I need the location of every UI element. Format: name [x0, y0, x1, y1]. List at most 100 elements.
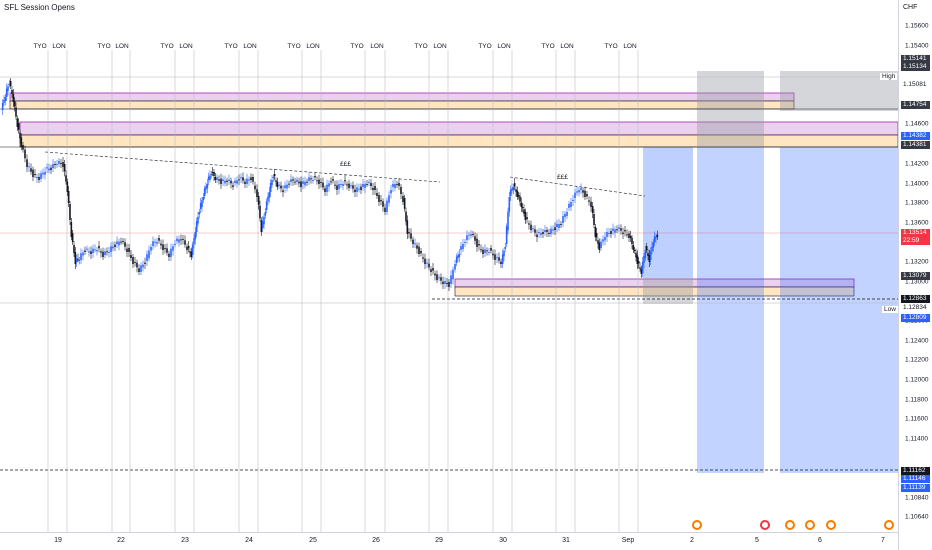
candle-body: [16, 118, 19, 127]
candle-body: [263, 216, 265, 225]
candle-body: [406, 220, 409, 234]
candle-body: [259, 205, 261, 219]
candle-body: [422, 257, 424, 259]
candle-body: [63, 164, 66, 172]
candle-body: [66, 181, 69, 192]
economic-event-icon[interactable]: [692, 520, 702, 530]
candle-body: [508, 197, 511, 212]
candle-body: [268, 192, 271, 198]
candle-body: [98, 246, 100, 249]
candle-body: [462, 244, 464, 249]
candle-body: [548, 233, 550, 234]
candle-body: [576, 191, 578, 193]
candle-body: [146, 254, 148, 261]
supply-zone-upper: [9, 92, 795, 102]
candle-body: [558, 224, 560, 228]
candle-body: [184, 240, 186, 245]
price-tick: 1.10640: [905, 513, 929, 521]
candle-body: [267, 196, 269, 202]
candle-body: [334, 184, 336, 186]
candle-body: [187, 246, 190, 249]
candle-body: [286, 184, 288, 189]
session-label-tyo: TYO: [287, 43, 301, 50]
candle-body: [356, 187, 358, 192]
candle-body: [520, 202, 523, 207]
candle-body: [160, 243, 162, 246]
candle-body: [90, 251, 92, 254]
supply-zone-middle: [19, 121, 898, 136]
candle-body: [614, 229, 616, 233]
candle-body: [653, 236, 656, 242]
candle-body: [74, 252, 77, 264]
candle-body: [519, 196, 521, 202]
economic-event-icon[interactable]: [826, 520, 836, 530]
candle-body: [652, 242, 655, 248]
candle-body: [524, 211, 527, 220]
candle-body: [490, 248, 492, 251]
date-label: 23: [181, 537, 189, 544]
candle-body: [588, 200, 590, 202]
candle-body: [340, 184, 342, 185]
candle-body: [645, 246, 648, 250]
candle-body: [209, 175, 211, 180]
candle-body: [238, 179, 240, 181]
candle-body: [584, 190, 586, 197]
candle-body: [138, 268, 140, 272]
candle-body: [166, 248, 168, 253]
candle-body: [273, 174, 276, 177]
candle-body: [178, 239, 180, 243]
candle-body: [78, 260, 81, 261]
candle-body: [322, 182, 324, 188]
candle-body: [304, 181, 306, 186]
projection-blue-box-2: [780, 147, 898, 473]
time-axis[interactable]: 19 22 23 24 25 26 29 30 31 Sep 2 5 6 7: [0, 520, 898, 550]
candle-body: [639, 267, 641, 269]
candle-body: [7, 86, 9, 91]
candle-body: [60, 163, 62, 164]
chart-area[interactable]: SFL Session Opens £££ £££ TYO TYO TYO TYO TY…: [0, 0, 898, 532]
indicator-title[interactable]: SFL Session Opens: [4, 3, 75, 12]
candle-body: [30, 168, 32, 172]
candle-body: [466, 235, 468, 240]
candle-body: [521, 207, 524, 208]
candle-body: [236, 180, 238, 184]
candle-body: [580, 188, 582, 190]
candlestick-chart[interactable]: [0, 0, 898, 532]
candle-body: [13, 101, 16, 107]
candle-body: [214, 177, 217, 180]
candle-body: [505, 226, 508, 244]
candle-body: [164, 248, 166, 249]
price-tick: 1.11600: [905, 415, 929, 423]
price-tick: 1.14600: [905, 120, 929, 128]
date-label: 25: [309, 537, 317, 544]
economic-event-icon[interactable]: [785, 520, 795, 530]
candle-body: [172, 246, 174, 251]
candle-body: [460, 246, 462, 250]
candle-body: [604, 237, 606, 241]
candle-body: [112, 246, 114, 249]
candle-body: [290, 179, 292, 182]
candle-body: [300, 181, 302, 187]
candle-body: [468, 234, 470, 236]
price-tick: 1.11400: [905, 435, 929, 443]
candle-body: [44, 172, 46, 175]
candle-body: [176, 238, 178, 241]
candle-body: [534, 229, 536, 233]
price-tag: 22:59: [901, 237, 930, 245]
candle-body: [641, 262, 644, 273]
economic-event-icon[interactable]: [884, 520, 894, 530]
price-axis[interactable]: CHF 1.156001.154001.152001.150001.146001…: [898, 0, 932, 550]
candle-body: [15, 107, 17, 117]
candle-body: [108, 252, 110, 253]
candle-body: [24, 149, 26, 159]
candle-body: [354, 189, 356, 192]
candle-body: [86, 248, 88, 250]
candle-body: [240, 177, 242, 179]
economic-event-icon[interactable]: [805, 520, 815, 530]
candle-body: [136, 262, 138, 268]
candle-body: [162, 244, 164, 250]
candle-body: [282, 190, 284, 192]
price-tick: 1.13200: [905, 258, 929, 266]
economic-event-icon[interactable]: [760, 520, 770, 530]
candle-body: [478, 244, 480, 246]
